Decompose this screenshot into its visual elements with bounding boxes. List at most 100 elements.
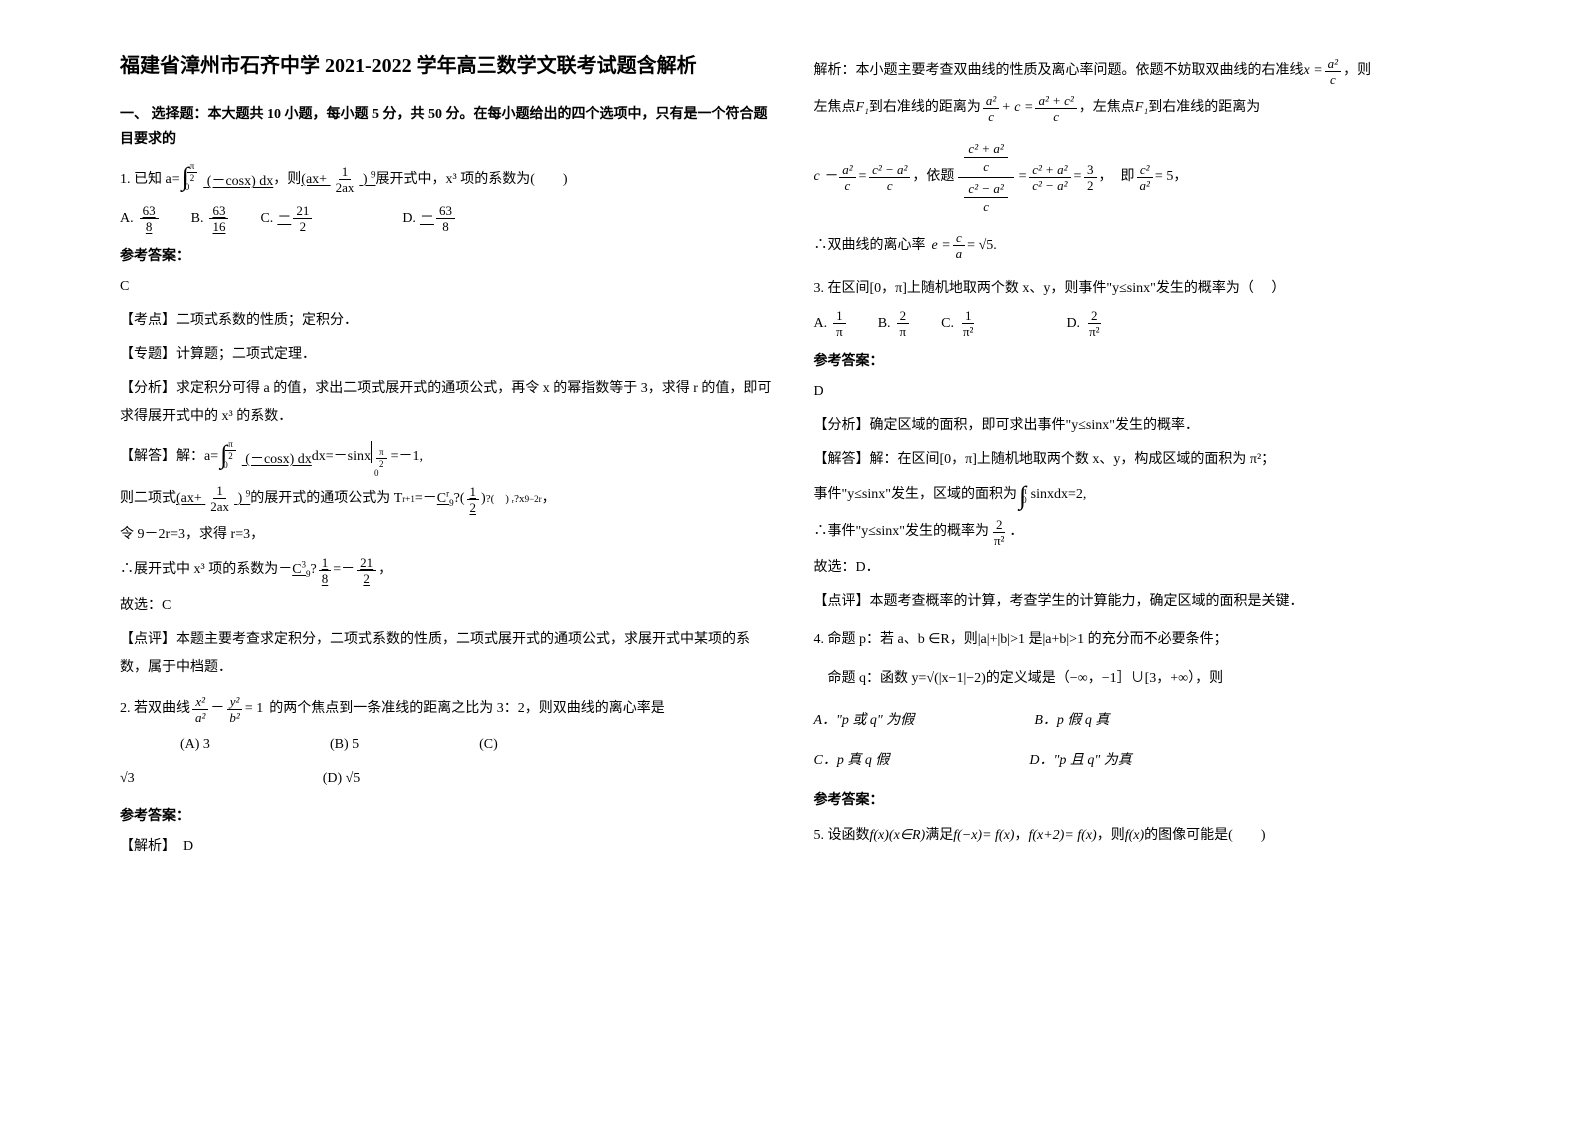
c2-bf-c2a2: c² − a² [869, 163, 910, 178]
c2-a: a [953, 246, 966, 260]
p5-fnegx: f(−x)= f(x) [953, 821, 1014, 852]
p1-j2-twoax: 2ax [207, 499, 232, 513]
right-column: 解析：本小题主要考查双曲线的性质及离心率问题。依题不妨取双曲线的右准线 x = … [794, 50, 1488, 1072]
c2-a2: a² [1325, 57, 1341, 72]
c2-three: 3 [1084, 163, 1097, 178]
p1-j2-end: ?( ) ᵣ?x [486, 487, 525, 511]
doc-title: 福建省漳州市石齐中学 2021-2022 学年高三数学文联考试题含解析 [120, 50, 774, 82]
c2-yiti: ，依题 [912, 162, 954, 193]
c2-f1d2: c [1050, 109, 1062, 123]
col2-analysis-1: 解析：本小题主要考查双曲线的性质及离心率问题。依题不妨取双曲线的右准线 x = … [814, 56, 1468, 87]
p4-optD: D．"p 且 q" 为真 [1029, 747, 1131, 775]
c2-bf3-d: c² − a² [1029, 178, 1070, 192]
p1-kaodian-label: 【考点】 [120, 313, 176, 328]
p1-j4-dot: ? [311, 555, 317, 586]
p3-options: A.1π B.2π C.1π² D.2π² [814, 309, 1468, 338]
p1-j2-C: C [437, 491, 446, 506]
c2-bf2-d2: c [979, 198, 993, 215]
p2-answer: D [183, 839, 193, 854]
p1-optC-num: 21 [293, 204, 312, 219]
p2-sqrt5: √5 [346, 771, 361, 786]
c2-l2-mid: 到右准线的距离为 [869, 93, 981, 124]
c2-l2-pre: 左焦点 [814, 93, 856, 124]
p1-int-lower: 0 [185, 183, 200, 192]
p3-jieda-1: 【解答】解：在区间[0，π]上随机地取两个数 x、y，构成区域的面积为 π²； [814, 446, 1468, 474]
p1-close: ) [363, 172, 371, 187]
p2-x2: x² [192, 695, 208, 710]
p2-optA: (A) 3 [180, 731, 210, 759]
p3-rd: π² [991, 533, 1007, 547]
p1-jieda-pre: 解：a= [176, 442, 218, 473]
p1-stem-mid: ，则 [273, 165, 301, 196]
p1-binom-expr: (ax+ 12ax ) 9 [301, 165, 375, 196]
c2-two: 2 [1084, 178, 1097, 192]
p1-fenxi-text: 求定积分可得 a 的值，求出二项式展开式的通项公式，再令 x 的幂指数等于 3，… [120, 381, 771, 424]
p3-jd2-pre: 事件"y≤sinx"发生，区域的面积为 [814, 480, 1017, 511]
p3-answer: D [814, 378, 1468, 406]
p1-options: A.638 B.6316 C.－212 D.－638 [120, 204, 774, 233]
p1-jieda-1: 【解答】 解：a= ∫π20 (－cosx) dx dx=－sinx π20 =… [120, 437, 774, 478]
p3-Bd: π [897, 324, 910, 338]
p1-j2-pow2: 9−2r [525, 490, 542, 510]
p1-int-upper-num: π [187, 162, 198, 173]
p1-jieda-3: 令 9－2r=3，求得 r=3， [120, 521, 774, 549]
p1-j4-rd: 2 [360, 571, 373, 585]
c2-bf2-d1: c [979, 158, 993, 175]
p5-end: 的图像可能是( ) [1144, 821, 1265, 852]
p4-options-2: C．p 真 q 假 D．"p 且 q" 为真 [814, 747, 1468, 775]
p5-m3: ，则 [1097, 821, 1125, 852]
p3-jd3-end: ． [1009, 517, 1023, 548]
p3-Alabel: A. [814, 310, 828, 338]
p1-j2-one: 1 [213, 484, 226, 499]
p1-j2-ax: (ax+ [176, 491, 202, 506]
c2-f1n2: a² + c² [1035, 94, 1076, 109]
p1-frac-twoax: 2ax [333, 180, 358, 194]
p1-integrand: (－cosx) dx [207, 174, 274, 189]
p5-fxe: f(x) [1125, 821, 1144, 852]
c2-bf3-eq: = [1073, 162, 1082, 193]
c2-bf-eq: = [858, 162, 867, 193]
col2-line2: 左焦点 F₁ 到右准线的距离为 a²c + c = a² + c²c ，左焦点 … [814, 93, 1468, 124]
p4-q-pre: 命题 q：函数 y= [814, 664, 927, 695]
c2-f1n: a² [983, 94, 999, 109]
p1-dp-label: 【点评】 [120, 632, 176, 647]
p1-answer: C [120, 273, 774, 301]
p4-stem-q: 命题 q：函数 y= √(|x−1|−2) 的定义域是（−∞，−1］∪[3，+∞… [814, 664, 1468, 695]
c2-bf2-eq: = [1018, 162, 1027, 193]
p3-int-l: 0 [1022, 496, 1027, 505]
p1-bar-low: 0 [374, 469, 389, 478]
p4-sqrt: √(|x−1|−2) [926, 664, 985, 695]
c2-l2-end2: 到右准线的距离为 [1148, 93, 1260, 124]
p1-zhuanti: 【专题】计算题；二项式定理． [120, 341, 774, 369]
c2-plusc: + c = [1001, 93, 1033, 124]
p1-j4-18n: 1 [319, 556, 332, 571]
p3-dp-label: 【点评】 [814, 594, 870, 609]
p3-An: 1 [833, 309, 846, 324]
c2-ji: 即 [1121, 162, 1135, 193]
p2-b2: b² [226, 710, 242, 724]
p3-Clabel: C. [941, 310, 954, 338]
p2-answer-label: 参考答案： [120, 805, 774, 825]
p2-optC: (C) [479, 731, 498, 759]
p1-jieda-2: 则二项式 (ax+ 12ax ) 9 的展开式的通项公式为 Tr+1 =－ Cr… [120, 484, 774, 515]
p1-optA-den: 8 [143, 219, 156, 233]
p1-j2-eq: =－ [415, 484, 437, 515]
p3-jd-l1: 解：在区间[0，π]上随机地取两个数 x、y，构成区域的面积为 π²； [870, 452, 1276, 467]
p1-optD-label: D. [402, 205, 416, 233]
p2-optB: (B) 5 [330, 731, 359, 759]
p5-fx2: f(x+2)= f(x) [1028, 821, 1096, 852]
p1-j-integrand: (－cosx) dx [245, 452, 312, 467]
p2-optD: (D) [323, 771, 346, 786]
p2-stem: 2. 若双曲线 x²a² － y²b² = 1 的两个焦点到一条准线的距离之比为… [120, 694, 774, 725]
p4-answer-label: 参考答案： [814, 789, 1468, 809]
p1-j4-C: C [292, 562, 301, 577]
p2-end: 的两个焦点到一条准线的距离之比为 3：2，则双曲线的离心率是 [269, 694, 665, 725]
p2-options-1: (A) 3 (B) 5 (C) [120, 731, 774, 759]
p1-optB-den: 16 [209, 219, 228, 233]
left-column: 福建省漳州市石齐中学 2021-2022 学年高三数学文联考试题含解析 一、 选… [100, 50, 794, 1072]
c2-sqrt5: = √5. [967, 231, 997, 262]
p1-optC-den: 2 [297, 219, 310, 233]
p1-optC-label: C. [260, 205, 273, 233]
p4-stem-p: 4. 命题 p：若 a、b ∈R，则|a|+|b|>1 是|a+b|>1 的充分… [814, 626, 1468, 654]
p1-optA-num: 63 [140, 204, 159, 219]
